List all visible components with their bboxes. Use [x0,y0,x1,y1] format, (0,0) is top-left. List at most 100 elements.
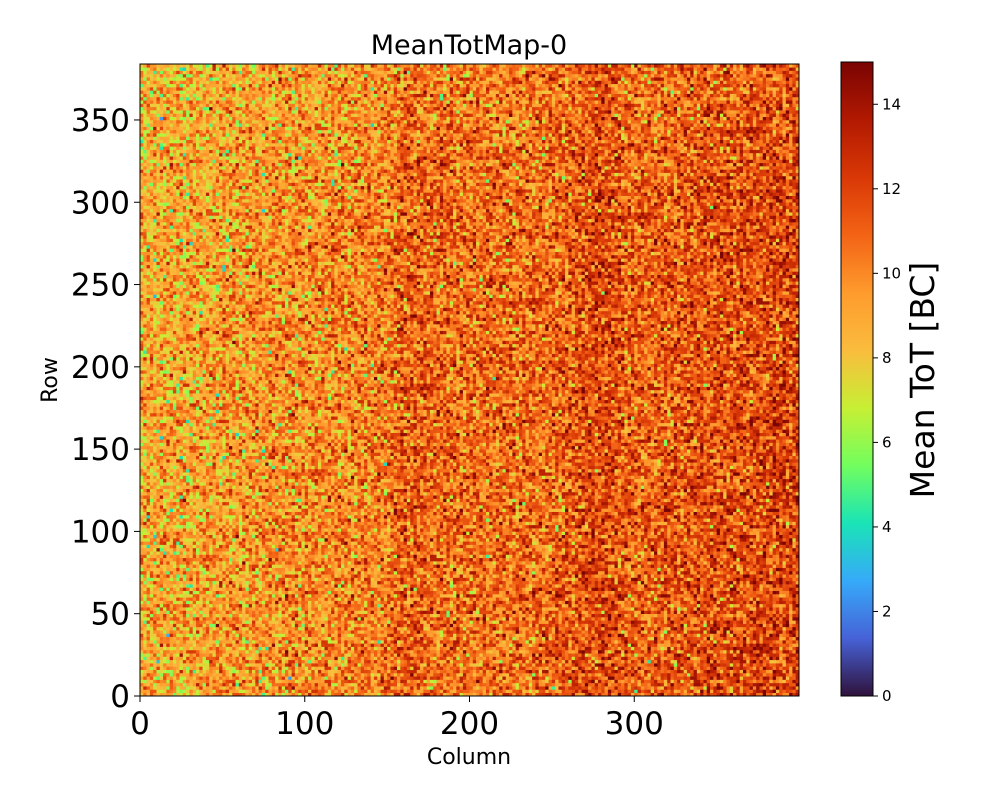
heatmap-cell [558,653,563,657]
heatmap-cell [387,626,391,631]
heatmap-cell [644,672,648,677]
heatmap-cell [779,663,783,667]
heatmap-cell [525,656,530,661]
heatmap-cell [630,617,635,621]
heatmap-cell [265,659,269,664]
heatmap-cell [581,692,586,697]
heatmap-cell [594,636,599,641]
heatmap-cell [423,672,427,677]
heatmap-cell [383,666,388,670]
heatmap-cell [683,682,688,687]
heatmap-cell [637,676,642,680]
heatmap-cell [354,659,358,664]
heatmap-cell [766,623,770,628]
heatmap-cell [212,636,217,641]
heatmap-cell [584,636,589,641]
heatmap-cell [729,643,734,647]
heatmap-cell [551,617,556,621]
heatmap-cell [673,689,678,694]
heatmap-cell [367,692,371,697]
heatmap-cell [314,676,319,680]
heatmap-cell [644,626,648,631]
heatmap-cell [584,669,589,674]
heatmap-cell [766,617,770,621]
heatmap-cell [397,689,401,694]
heatmap-cell [298,669,302,674]
heatmap-cell [581,649,586,654]
heatmap-cell [357,630,362,634]
heatmap-cell [429,686,434,690]
heatmap-cell [337,640,342,644]
heatmap-cell [476,613,480,618]
heatmap-cell [350,676,355,680]
heatmap-cell [779,613,783,618]
heatmap-cell [518,630,523,634]
heatmap-cell [446,620,451,624]
heatmap-cell [624,686,628,690]
heatmap-cell [337,623,342,628]
heatmap-cell [723,646,727,651]
heatmap-cell [169,633,174,638]
heatmap-cell [354,626,358,631]
heatmap-cell [719,633,724,638]
heatmap-cell [604,679,609,684]
heatmap-cell [749,633,754,638]
heatmap-cell [466,669,470,674]
heatmap-cell [172,633,177,638]
heatmap-cell [347,686,352,690]
heatmap-cell [588,656,592,661]
heatmap-cell [413,692,418,697]
heatmap-cell [265,646,269,651]
heatmap-cell [209,663,213,667]
heatmap-cell [443,686,447,690]
heatmap-cell [795,692,800,697]
heatmap-cell [472,653,477,657]
heatmap-cell [420,630,424,634]
heatmap-cell [604,653,609,657]
heatmap-cell [502,686,507,690]
heatmap-cell [255,686,259,690]
heatmap-cell [291,669,296,674]
heatmap-cell [555,656,559,661]
heatmap-cell [541,649,546,654]
heatmap-cell [673,649,678,654]
heatmap-cell [433,643,437,647]
heatmap-cell [304,656,309,661]
heatmap-cell [736,676,740,680]
heatmap-cell [670,620,675,624]
heatmap-cell [466,672,470,677]
heatmap-cell [443,623,447,628]
heatmap-cell [406,633,411,638]
heatmap-cell [209,656,213,661]
heatmap-cell [350,640,355,644]
heatmap-cell [443,640,447,644]
heatmap-cell [453,679,457,684]
heatmap-cell [215,659,220,664]
heatmap-cell [172,686,177,690]
heatmap-cell [182,633,187,638]
heatmap-cell [769,682,773,687]
heatmap-cell [601,626,605,631]
heatmap-cell [413,659,418,664]
heatmap-cell [433,653,437,657]
heatmap-cell [667,640,671,644]
heatmap-cell [495,692,500,697]
heatmap-cell [403,630,408,634]
heatmap-cell [749,623,754,628]
heatmap-cell [703,630,708,634]
heatmap-cell [252,669,256,674]
heatmap-cell [522,682,526,687]
heatmap-cell [650,669,655,674]
heatmap-cell [545,656,549,661]
heatmap-cell [397,656,401,661]
heatmap-cell [726,623,731,628]
heatmap-cell [192,643,197,647]
heatmap-cell [604,636,609,641]
heatmap-cell [186,692,190,697]
heatmap-cell [159,646,164,651]
heatmap-cell [466,659,470,664]
heatmap-cell [578,692,582,697]
heatmap-cell [680,682,684,687]
heatmap-cell [693,676,698,680]
heatmap-cell [380,649,385,654]
